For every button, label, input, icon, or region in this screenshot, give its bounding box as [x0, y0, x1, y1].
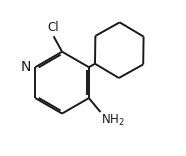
Text: NH$_2$: NH$_2$ [101, 113, 125, 128]
Text: Cl: Cl [47, 21, 59, 34]
Text: N: N [21, 60, 31, 74]
